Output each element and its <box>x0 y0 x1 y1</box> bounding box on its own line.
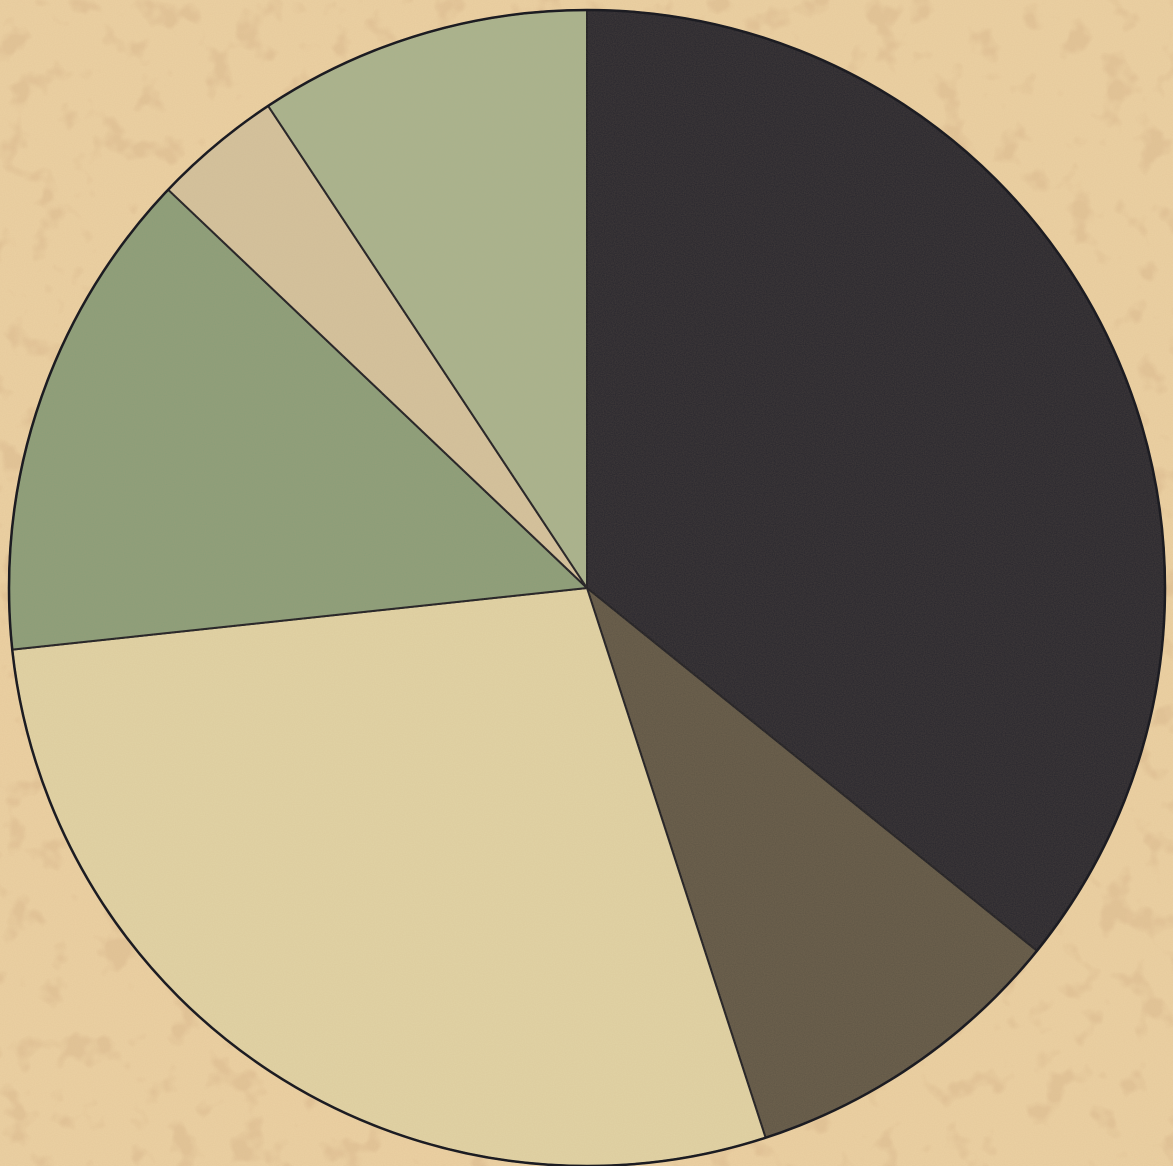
paper-texture <box>0 0 1173 1166</box>
pie-chart <box>0 0 1173 1166</box>
chart-stage <box>0 0 1173 1166</box>
